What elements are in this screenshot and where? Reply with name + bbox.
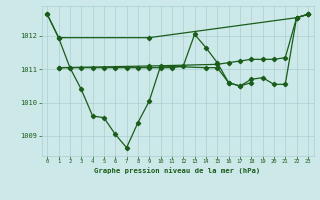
X-axis label: Graphe pression niveau de la mer (hPa): Graphe pression niveau de la mer (hPa) — [94, 167, 261, 174]
